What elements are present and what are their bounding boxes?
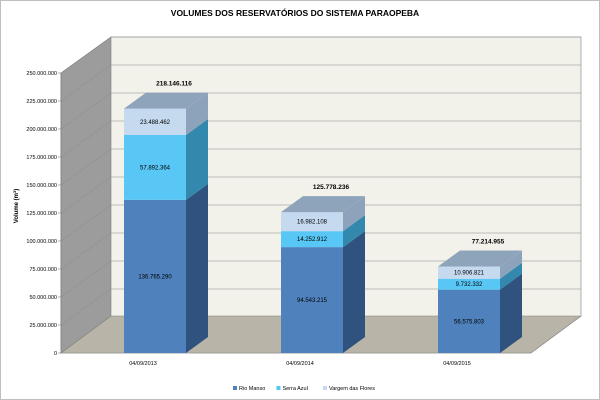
bar-segment-side bbox=[343, 196, 365, 232]
segment-value-label: 56.575.803 bbox=[454, 319, 485, 325]
bar-segment bbox=[438, 266, 500, 279]
gridline-side bbox=[60, 36, 112, 74]
bar-top bbox=[281, 196, 365, 213]
legend-label: Rio Manso bbox=[239, 386, 265, 392]
bar-segment bbox=[438, 289, 500, 353]
segment-value-label: 136.765.290 bbox=[138, 274, 172, 280]
x-axis: 04/09/2013 04/09/2014 04/09/2015 bbox=[129, 361, 471, 367]
y-tick-label: 25.000.000 bbox=[29, 323, 57, 329]
total-value-label: 125.778.236 bbox=[313, 184, 350, 191]
bar-segment bbox=[124, 134, 186, 200]
legend-label: Serra Azul bbox=[282, 386, 307, 392]
gridline-side bbox=[60, 148, 112, 186]
y-tick-label: 50.000.000 bbox=[29, 295, 57, 301]
segment-value-label: 14.252.912 bbox=[297, 237, 328, 243]
bar-segment-side bbox=[186, 118, 208, 200]
x-tick-label: 04/09/2014 bbox=[286, 361, 314, 367]
y-tick-label: 125.000.000 bbox=[26, 211, 57, 217]
legend-item: Rio Manso bbox=[233, 386, 265, 392]
bar-segment-side bbox=[500, 262, 522, 290]
bar-segment bbox=[124, 199, 186, 353]
total-value-label: 77.214.955 bbox=[472, 239, 505, 246]
total-value-label: 218.146.116 bbox=[156, 81, 192, 88]
segment-value-label: 94.543.215 bbox=[297, 298, 328, 304]
bar-segment-side bbox=[343, 231, 365, 353]
bar-top bbox=[438, 250, 522, 267]
legend-swatch bbox=[233, 386, 237, 390]
legend-swatch bbox=[276, 386, 281, 390]
y-tick-label: 0 bbox=[54, 351, 57, 357]
segment-value-label: 16.982.108 bbox=[297, 220, 328, 226]
bar-segment bbox=[281, 231, 343, 248]
bar-segment bbox=[281, 212, 343, 232]
bar-segment bbox=[124, 108, 186, 135]
gridline-side bbox=[60, 288, 112, 326]
bar-segment-side bbox=[500, 250, 522, 279]
y-tick-label: 225.000.000 bbox=[26, 99, 57, 105]
y-tick-label: 100.000.000 bbox=[26, 239, 57, 245]
y-tick-label: 250.000.000 bbox=[26, 71, 57, 77]
legend: Rio Manso Serra Azul Vargem das Flores bbox=[233, 386, 375, 392]
legend-item: Vargem das Flores bbox=[322, 386, 375, 392]
bar-stack: 56.575.803 9.732.332 10.906.821 77.214.955 bbox=[438, 239, 522, 353]
y-axis-label: Volume (m3) bbox=[12, 189, 21, 223]
bar-segment-side bbox=[186, 92, 208, 135]
gridline-side bbox=[60, 232, 112, 270]
y-tick-label: 175.000.000 bbox=[26, 155, 57, 161]
gridline-side bbox=[60, 92, 112, 130]
segment-value-label: 10.906.821 bbox=[454, 271, 485, 277]
legend-swatch bbox=[322, 386, 327, 390]
bars: 136.765.290 57.892.364 23.488.462 218.146.1… bbox=[124, 81, 522, 353]
segment-value-label: 9.732.332 bbox=[456, 282, 483, 288]
y-axis: 0 25.000.000 50.000.000 75.000.000 100.000.0… bbox=[26, 71, 62, 357]
gridline-side bbox=[60, 204, 112, 242]
gridline-side bbox=[60, 120, 112, 158]
bar-segment bbox=[438, 278, 500, 290]
legend-label: Vargem das Flores bbox=[329, 386, 375, 392]
x-tick-label: 04/09/2015 bbox=[443, 361, 471, 367]
y-tick-label: 75.000.000 bbox=[29, 267, 57, 273]
bar-top bbox=[124, 92, 208, 109]
segment-value-label: 23.488.462 bbox=[140, 120, 171, 126]
gridline-side bbox=[60, 64, 112, 102]
y-tick-label: 150.000.000 bbox=[26, 183, 57, 189]
bar-segment-side bbox=[500, 273, 522, 353]
bar-stack: 94.543.215 14.252.912 16.982.108 125.778.23… bbox=[281, 184, 365, 353]
x-tick-label: 04/09/2013 bbox=[129, 361, 157, 367]
gridline-side bbox=[60, 260, 112, 298]
gridline-side bbox=[60, 176, 112, 214]
bar-segment bbox=[281, 247, 343, 353]
bar-segment-side bbox=[343, 215, 365, 248]
bar-stack: 136.765.290 57.892.364 23.488.462 218.146.1… bbox=[124, 81, 208, 353]
chart-title: VOLUMES DOS RESERVATÓRIOS DO SISTEMA PAR… bbox=[171, 7, 419, 18]
segment-value-label: 57.892.364 bbox=[140, 165, 171, 171]
y-tick-label: 200.000.000 bbox=[26, 127, 57, 133]
legend-item: Serra Azul bbox=[276, 386, 308, 392]
bar-segment-side bbox=[186, 183, 208, 353]
